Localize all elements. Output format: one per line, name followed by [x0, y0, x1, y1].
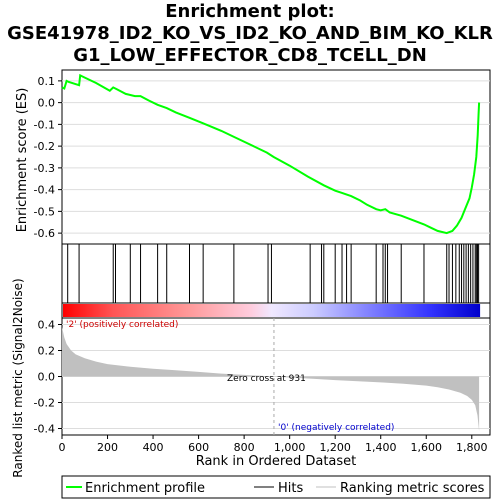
- metric-y-axis-label: Ranked list metric (Signal2Noise): [11, 278, 25, 477]
- metric-y-tick-label: 0.4: [38, 319, 56, 332]
- x-tick-label: 1,400: [365, 441, 397, 454]
- es-y-axis-label: Enrichment score (ES): [15, 88, 30, 233]
- es-panel-frame: [61, 69, 491, 245]
- x-tick-label: 400: [143, 441, 164, 454]
- x-tick-label: 1,600: [411, 441, 443, 454]
- x-tick-label: 800: [234, 441, 255, 454]
- x-tick-label: 1,000: [274, 441, 306, 454]
- legend-item-enrichment-profile: Enrichment profile: [66, 481, 205, 496]
- x-ticks: 0 200 400 600 800 1,000 1,200 1,400 1,600 1,800: [59, 435, 488, 454]
- legend-label-enrichment-profile: Enrichment profile: [85, 481, 205, 496]
- es-y-tick-label: -0.2: [34, 140, 55, 153]
- x-axis-label: Rank in Ordered Dataset: [196, 454, 357, 469]
- es-y-tick-label: -0.1: [34, 118, 55, 131]
- es-gridlines: [62, 80, 490, 234]
- x-tick-label: 0: [59, 441, 66, 454]
- legend-item-ranking-metric: Ranking metric scores: [316, 481, 485, 496]
- x-tick-label: 1,800: [456, 441, 488, 454]
- es-y-tick-label: -0.4: [34, 184, 55, 197]
- es-y-tick-label: 0.0: [38, 97, 56, 110]
- metric-y-tick-label: 0.0: [38, 371, 56, 384]
- metric-y-ticks: 0.4 0.2 0.0 -0.2 -0.4: [34, 319, 62, 436]
- x-tick-label: 1,200: [319, 441, 351, 454]
- chart-title-line-3: G1_LOW_EFFECTOR_CD8_TCELL_DN: [73, 45, 427, 66]
- chart-title-line-1: Enrichment plot:: [165, 1, 335, 22]
- ranking-metric-area: [62, 327, 480, 432]
- x-tick-label: 600: [188, 441, 209, 454]
- es-y-tick-label: -0.6: [34, 227, 55, 240]
- enrichment-profile-line: [61, 73, 481, 235]
- metric-y-tick-label: 0.2: [38, 345, 56, 358]
- chart-title-line-2: GSE41978_ID2_KO_VS_ID2_KO_AND_BIM_KO_KLR: [7, 23, 493, 44]
- es-y-tick-label: -0.5: [34, 205, 55, 218]
- es-y-tick-label: -0.3: [34, 162, 55, 175]
- negative-correlation-label: '0' (negatively correlated): [278, 423, 394, 433]
- zero-cross-label: Zero cross at 931: [227, 374, 306, 384]
- legend-label-ranking-metric: Ranking metric scores: [340, 481, 485, 496]
- hits-marks: [67, 244, 480, 303]
- legend-box: [61, 475, 491, 499]
- rank-colorbar: [63, 304, 481, 317]
- x-tick-label: 200: [97, 441, 118, 454]
- positive-correlation-label: '2' (positively correlated): [66, 320, 178, 330]
- hits-panel-frame: [61, 243, 491, 304]
- metric-y-tick-label: -0.2: [34, 397, 55, 410]
- es-y-tick-label: 0.1: [38, 75, 56, 88]
- legend-item-hits: Hits: [254, 481, 303, 496]
- es-y-ticks: 0.1 0.0 -0.1 -0.2 -0.3 -0.4 -0.5 -0.6: [34, 75, 62, 240]
- legend-label-hits: Hits: [278, 481, 303, 496]
- metric-y-tick-label: -0.4: [34, 423, 55, 436]
